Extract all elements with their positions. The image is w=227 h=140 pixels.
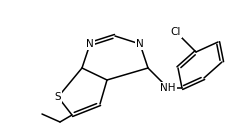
- Text: S: S: [55, 92, 61, 102]
- Text: Cl: Cl: [171, 27, 181, 37]
- Text: N: N: [86, 39, 94, 49]
- Text: N: N: [136, 39, 144, 49]
- Text: NH: NH: [160, 83, 176, 93]
